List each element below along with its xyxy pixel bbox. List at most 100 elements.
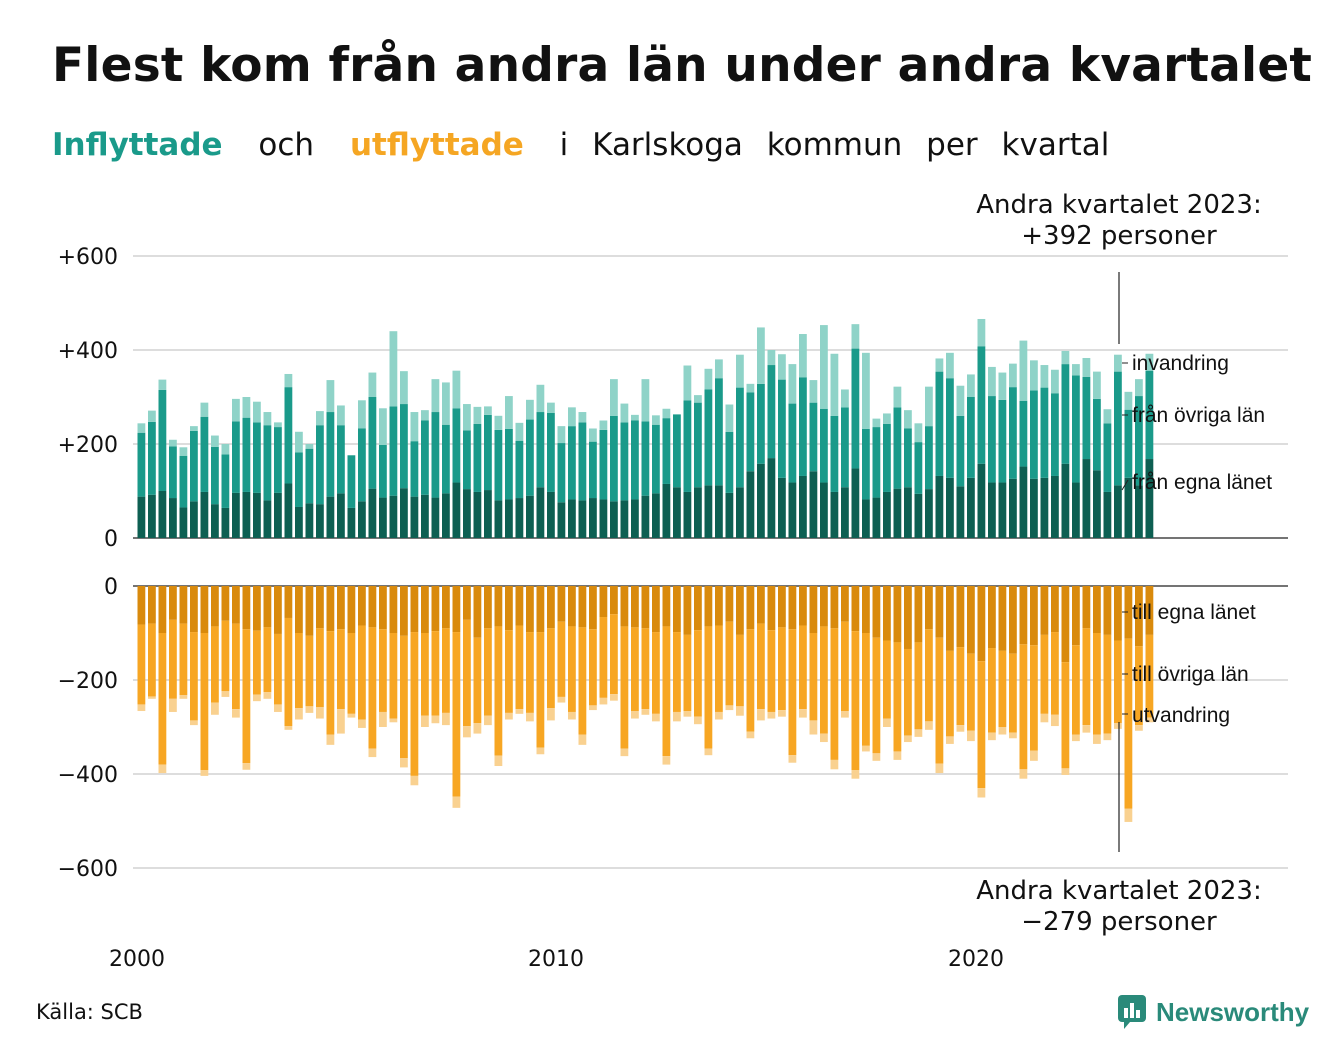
inflow-ovriga-bar [232,421,240,493]
outflow-ovriga-bar [1103,634,1112,734]
outflow-egna-bar [725,586,734,622]
inflow-invandring-bar [431,379,440,413]
outflow-egna-bar [893,586,902,643]
inflow-egna-bar [442,493,450,538]
inflow-egna-bar [200,491,209,538]
inflow-invandring-bar [547,402,555,413]
inflow-egna-bar [851,468,860,538]
outflow-utvandring-bar [305,706,314,713]
outflow-utvandring-bar [620,748,629,757]
outflow-ovriga-bar [893,642,902,752]
inflow-ovriga-bar [841,407,849,488]
outflow-ovriga-bar [799,625,807,710]
inflow-ovriga-bar [557,443,566,503]
inflow-invandring-bar [872,418,881,428]
inflow-egna-bar [715,485,723,538]
outflow-utvandring-bar [473,723,482,734]
inflow-ovriga-bar [316,425,324,505]
inflow-invandring-bar [946,352,954,379]
outflow-utvandring-bar [221,691,230,697]
outflow-egna-bar [631,586,639,628]
inflow-egna-bar [830,491,839,538]
inflow-egna-bar [295,506,303,538]
inflow-invandring-bar [536,384,545,413]
outflow-egna-bar [935,586,944,638]
outflow-egna-bar [568,586,576,627]
outflow-ovriga-bar [1145,634,1154,718]
inflow-egna-bar [956,486,965,538]
inflow-ovriga-bar [715,378,723,486]
inflow-ovriga-bar [148,421,156,495]
outflow-ovriga-bar [967,653,975,731]
y-tick-in-600: +600 [58,245,118,270]
inflow-egna-bar [1114,485,1122,538]
outflow-egna-bar [452,586,461,633]
outflow-ovriga-bar [494,626,503,756]
inflow-ovriga-bar [788,403,797,483]
subtitle-word: i [559,127,569,163]
outflow-ovriga-bar [620,626,629,749]
inflow-invandring-bar [179,447,188,456]
inflow-ovriga-bar [274,427,282,493]
outflow-egna-bar [211,586,219,627]
outflow-ovriga-bar [379,629,387,712]
subtitle-word: kommun [766,127,903,163]
outflow-utvandring-bar [820,733,828,743]
outflow-utvandring-bar [505,712,513,720]
inflow-egna-bar [778,477,786,538]
outflow-ovriga-bar [536,632,545,748]
inflow-egna-bar [725,492,734,538]
inflow-invandring-bar [337,405,345,426]
inflow-egna-bar [872,497,881,538]
inflow-invandring-bar [505,396,513,429]
inflow-invandring-bar [557,426,566,444]
top-annotation-line1: Andra kvartalet 2023: [976,190,1261,220]
inflow-invandring-bar [715,359,723,379]
outflow-egna-bar [473,586,482,638]
outflow-ovriga-bar [368,627,377,749]
inflow-egna-bar [137,496,146,538]
outflow-ovriga-bar [736,634,744,707]
outflow-egna-bar [820,586,828,627]
outflow-utvandring-bar [421,715,429,727]
inflow-ovriga-bar [295,452,303,507]
inflow-invandring-bar [263,412,272,426]
outflow-ovriga-bar [778,627,786,711]
inflow-invandring-bar [242,397,251,418]
outflow-egna-bar [1145,586,1154,635]
inflow-egna-bar [935,475,944,538]
outflow-ovriga-bar [883,640,891,719]
inflow-ovriga-bar [1030,390,1038,479]
outflow-egna-bar [641,586,650,629]
inflow-ovriga-bar [1103,423,1112,492]
outflow-ovriga-bar [683,634,692,712]
outflow-ovriga-bar [410,632,419,776]
inflow-egna-bar [767,458,776,538]
inflow-egna-bar [284,483,293,538]
inflow-ovriga-bar [284,387,293,484]
outflow-utvandring-bar [767,711,776,719]
inflow-invandring-bar [820,325,828,409]
outflow-egna-bar [232,586,240,624]
bottom-annotation-line2: −279 personer [1021,907,1217,937]
inflow-egna-bar [148,494,156,538]
inflow-ovriga-bar [379,444,387,498]
outflow-egna-bar [179,586,188,624]
outflow-ovriga-bar [421,633,429,716]
outflow-ovriga-bar [820,626,828,734]
outflow-ovriga-bar [1019,644,1028,770]
outflow-ovriga-bar [389,633,398,719]
inflow-egna-bar [704,485,713,538]
outflow-utvandring-bar [914,729,923,737]
outflow-ovriga-bar [862,633,870,746]
inflow-invandring-bar [358,400,366,429]
label-till-ovriga-lan: till övriga län [1132,663,1249,686]
outflow-ovriga-bar [578,627,587,735]
outflow-egna-bar [200,586,209,633]
inflow-invandring-bar [704,368,713,390]
outflow-egna-bar [694,586,702,631]
inflow-invandring-bar [305,444,314,449]
inflow-invandring-bar [463,404,471,431]
inflow-invandring-bar [883,413,891,424]
outflow-egna-bar [1051,586,1059,633]
